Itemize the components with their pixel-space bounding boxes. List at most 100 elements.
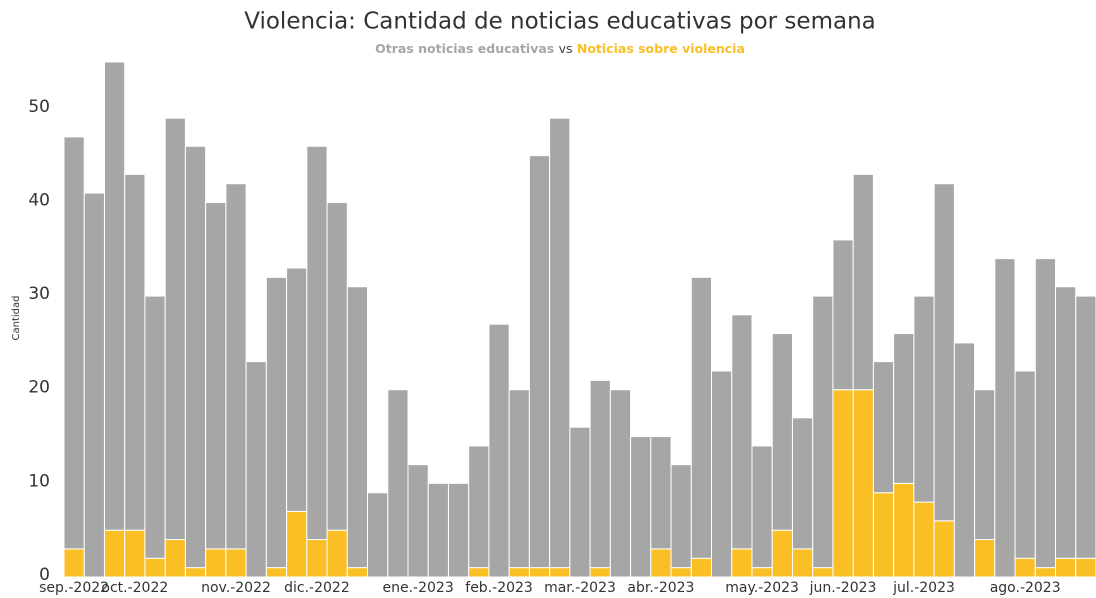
bar-segment xyxy=(974,539,996,578)
bar-segment xyxy=(164,117,186,541)
bar-segment xyxy=(893,333,915,484)
bar-segment xyxy=(407,464,429,578)
bar-segment xyxy=(731,548,753,578)
bar-segment xyxy=(265,567,288,578)
bar-segment xyxy=(63,136,85,550)
bar-segment xyxy=(225,183,247,550)
bar-segment xyxy=(205,548,227,578)
bar-segment xyxy=(872,492,895,578)
bar-segment xyxy=(690,276,713,559)
bar-segment xyxy=(265,276,288,569)
bar-segment xyxy=(488,323,510,578)
bar-segment xyxy=(387,389,409,578)
bar-segment xyxy=(1034,258,1057,569)
bar-segment xyxy=(427,482,449,578)
bar-segment xyxy=(286,510,308,578)
x-tick-label: jun.-2023 xyxy=(809,580,877,596)
bar-segment xyxy=(974,389,996,541)
bar-segment xyxy=(124,529,146,578)
bar-segment xyxy=(468,567,490,578)
bar-segment xyxy=(508,567,530,578)
bar-segment xyxy=(751,445,773,569)
bar-segment xyxy=(650,436,672,550)
bar-segment xyxy=(184,145,207,569)
bar-segment xyxy=(225,548,247,578)
legend-entry: Otras noticias educativas xyxy=(375,41,554,56)
x-tick-label: ago.-2023 xyxy=(990,580,1061,596)
bar-segment xyxy=(933,183,955,522)
bar-segment xyxy=(711,370,733,578)
bar-segment xyxy=(1055,557,1077,578)
bar-segment xyxy=(549,567,571,578)
bar-segment xyxy=(63,548,85,578)
bar-segment xyxy=(1014,370,1036,559)
bar-segment xyxy=(771,529,793,578)
y-tick-label: 0 xyxy=(39,565,50,585)
y-tick-label: 30 xyxy=(28,284,50,304)
bar-segment xyxy=(589,379,611,569)
y-tick-label: 50 xyxy=(28,97,50,117)
x-tick-label: abr.-2023 xyxy=(627,580,694,596)
bar-segment xyxy=(528,155,551,569)
bar-segment xyxy=(164,539,186,578)
bar-segment xyxy=(852,173,874,391)
bar-segment xyxy=(468,445,490,569)
x-tick-label: ene.-2023 xyxy=(383,580,454,596)
chart-title: Violencia: Cantidad de noticias educativ… xyxy=(244,9,876,35)
bar-segment xyxy=(569,426,591,578)
bar-segment xyxy=(326,201,348,531)
bar-segment xyxy=(994,258,1016,578)
bar-segment xyxy=(933,520,955,578)
bar-segment xyxy=(791,417,814,550)
bar-segment xyxy=(205,201,227,550)
bar-segment xyxy=(286,267,308,512)
bar-segment xyxy=(832,389,854,578)
bar-segment xyxy=(184,567,207,578)
bar-segment xyxy=(508,389,530,569)
bar-segment xyxy=(1075,557,1096,578)
bar-segment xyxy=(144,557,166,578)
bar-segment xyxy=(103,61,126,531)
bar-segment xyxy=(791,548,814,578)
x-tick-label: mar.-2023 xyxy=(544,580,616,596)
x-tick-label: oct.-2022 xyxy=(101,580,168,596)
bar-segment xyxy=(650,548,672,578)
bar-segment xyxy=(144,295,166,559)
bar-segment xyxy=(306,539,328,578)
legend-entry: Noticias sobre violencia xyxy=(577,41,745,56)
x-tick-label: sep.-2022 xyxy=(39,580,109,596)
x-tick-label: may.-2023 xyxy=(725,580,799,596)
bar-segment xyxy=(812,567,834,578)
legend: Otras noticias educativas vs Noticias so… xyxy=(375,41,745,56)
bar-segment xyxy=(124,173,146,531)
bar-segment xyxy=(1075,295,1096,559)
bar-segment xyxy=(609,389,632,578)
bar-segment xyxy=(1014,557,1036,578)
bar-segment xyxy=(812,295,834,569)
bar-segment xyxy=(913,501,935,578)
bar-segment xyxy=(690,557,713,578)
y-axis-label: Cantidad xyxy=(11,296,22,341)
x-tick-label: dic.-2022 xyxy=(284,580,350,596)
bar-segment xyxy=(771,333,793,531)
bar-segment xyxy=(670,464,692,569)
y-tick-label: 10 xyxy=(28,471,50,491)
y-tick-label: 20 xyxy=(28,378,50,398)
bar-segment xyxy=(872,361,895,494)
bar-segment xyxy=(1055,286,1077,559)
bar-segment xyxy=(1034,567,1057,578)
bar-segment xyxy=(852,389,874,578)
bar-segment xyxy=(913,295,935,503)
bar-segment xyxy=(731,314,753,550)
bar-segment xyxy=(832,239,854,391)
bar-segment xyxy=(346,286,369,569)
bar-segment xyxy=(245,361,267,578)
bar-segment xyxy=(953,342,976,578)
x-tick-label: feb.-2023 xyxy=(465,580,533,596)
bar-segment xyxy=(367,492,389,578)
bar-segment xyxy=(528,567,551,578)
bar-segment xyxy=(589,567,611,578)
bar-segment xyxy=(83,192,105,578)
bar-segment xyxy=(893,482,915,578)
